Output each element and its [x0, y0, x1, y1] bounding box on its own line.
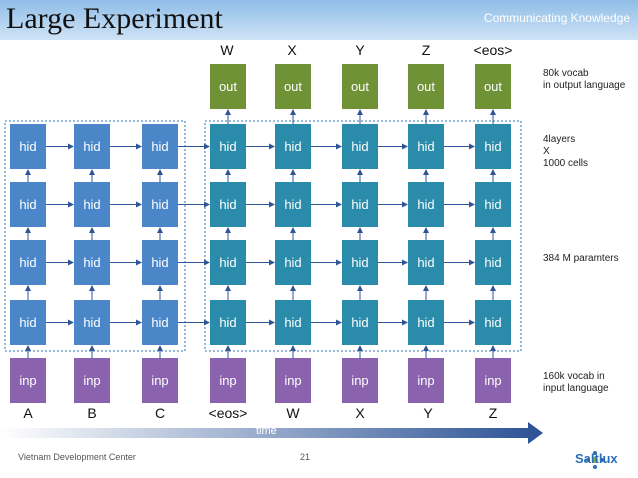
output-box: out — [275, 64, 311, 109]
header-tagline: Communicating Knowledge — [483, 11, 630, 25]
input-token-label: A — [23, 405, 33, 421]
decoder-hidden-box: hid — [342, 240, 378, 285]
decoder-hidden-box: hid — [275, 300, 311, 345]
input-token-label: X — [355, 405, 365, 421]
decoder-hidden-box: hid — [342, 300, 378, 345]
output-box: out — [475, 64, 511, 109]
encoder-hidden-box: hid — [74, 300, 110, 345]
input-vocab-note: 160k vocab in input language — [543, 371, 609, 395]
params-note: 384 M paramters — [543, 253, 619, 264]
output-token-label: <eos> — [473, 42, 513, 58]
output-token-label: Y — [355, 42, 365, 58]
time-label: time — [256, 425, 277, 437]
decoder-hidden-box: hid — [275, 240, 311, 285]
encoder-hidden-box: hid — [142, 124, 178, 169]
decoder-hidden-box: hid — [408, 300, 444, 345]
input-token-label: C — [154, 405, 166, 421]
encoder-hidden-box: hid — [10, 300, 46, 345]
slide-header: Large Experiment Communicating Knowledge — [0, 0, 638, 40]
note-line: 4layers — [543, 134, 576, 145]
decoder-hidden-box: hid — [210, 124, 246, 169]
input-box: inp — [142, 358, 178, 403]
input-token-label: <eos> — [208, 405, 248, 421]
output-token-label: X — [287, 42, 297, 58]
note-line: X — [543, 146, 550, 157]
input-token-label: Y — [423, 405, 433, 421]
output-token-label: Z — [421, 42, 431, 58]
slide-title: Large Experiment — [6, 2, 223, 35]
input-box: inp — [342, 358, 378, 403]
note-line: 1000 cells — [543, 158, 589, 169]
encoder-hidden-box: hid — [10, 240, 46, 285]
footer-organization: Vietnam Development Center — [18, 452, 136, 462]
input-box: inp — [210, 358, 246, 403]
output-vocab-note: 80k vocab in output language — [543, 68, 625, 92]
output-box: out — [210, 64, 246, 109]
output-box: out — [342, 64, 378, 109]
decoder-hidden-box: hid — [408, 240, 444, 285]
time-arrow-head — [528, 422, 543, 444]
input-token-label: B — [87, 405, 97, 421]
encoder-hidden-box: hid — [10, 182, 46, 227]
decoder-hidden-box: hid — [475, 182, 511, 227]
saltlux-logo-icon — [586, 451, 604, 469]
input-box: inp — [74, 358, 110, 403]
input-box: inp — [10, 358, 46, 403]
note-line: input language — [543, 383, 609, 394]
input-token-label: Z — [488, 405, 498, 421]
input-box: inp — [275, 358, 311, 403]
encoder-hidden-box: hid — [142, 182, 178, 227]
encoder-hidden-box: hid — [142, 300, 178, 345]
encoder-hidden-box: hid — [74, 182, 110, 227]
decoder-hidden-box: hid — [408, 124, 444, 169]
encoder-hidden-box: hid — [10, 124, 46, 169]
output-token-label: W — [220, 42, 234, 58]
note-line: in output language — [543, 80, 626, 91]
decoder-hidden-box: hid — [210, 240, 246, 285]
decoder-hidden-box: hid — [408, 182, 444, 227]
page-number: 21 — [300, 452, 311, 462]
input-box: inp — [475, 358, 511, 403]
decoder-hidden-box: hid — [275, 124, 311, 169]
input-box: inp — [408, 358, 444, 403]
decoder-hidden-box: hid — [342, 182, 378, 227]
logo-text: Saltlux — [575, 451, 618, 466]
decoder-hidden-box: hid — [475, 124, 511, 169]
encoder-hidden-box: hid — [142, 240, 178, 285]
input-token-label: W — [286, 405, 300, 421]
decoder-hidden-box: hid — [210, 182, 246, 227]
decoder-hidden-box: hid — [275, 182, 311, 227]
note-line: 80k vocab — [543, 68, 589, 79]
decoder-hidden-box: hid — [475, 300, 511, 345]
decoder-hidden-box: hid — [210, 300, 246, 345]
decoder-hidden-box: hid — [342, 124, 378, 169]
output-box: out — [408, 64, 444, 109]
encoder-hidden-box: hid — [74, 240, 110, 285]
encoder-hidden-box: hid — [74, 124, 110, 169]
note-line: 160k vocab in — [543, 371, 605, 382]
decoder-hidden-box: hid — [475, 240, 511, 285]
layers-note: 4layers X 1000 cells — [543, 134, 588, 170]
